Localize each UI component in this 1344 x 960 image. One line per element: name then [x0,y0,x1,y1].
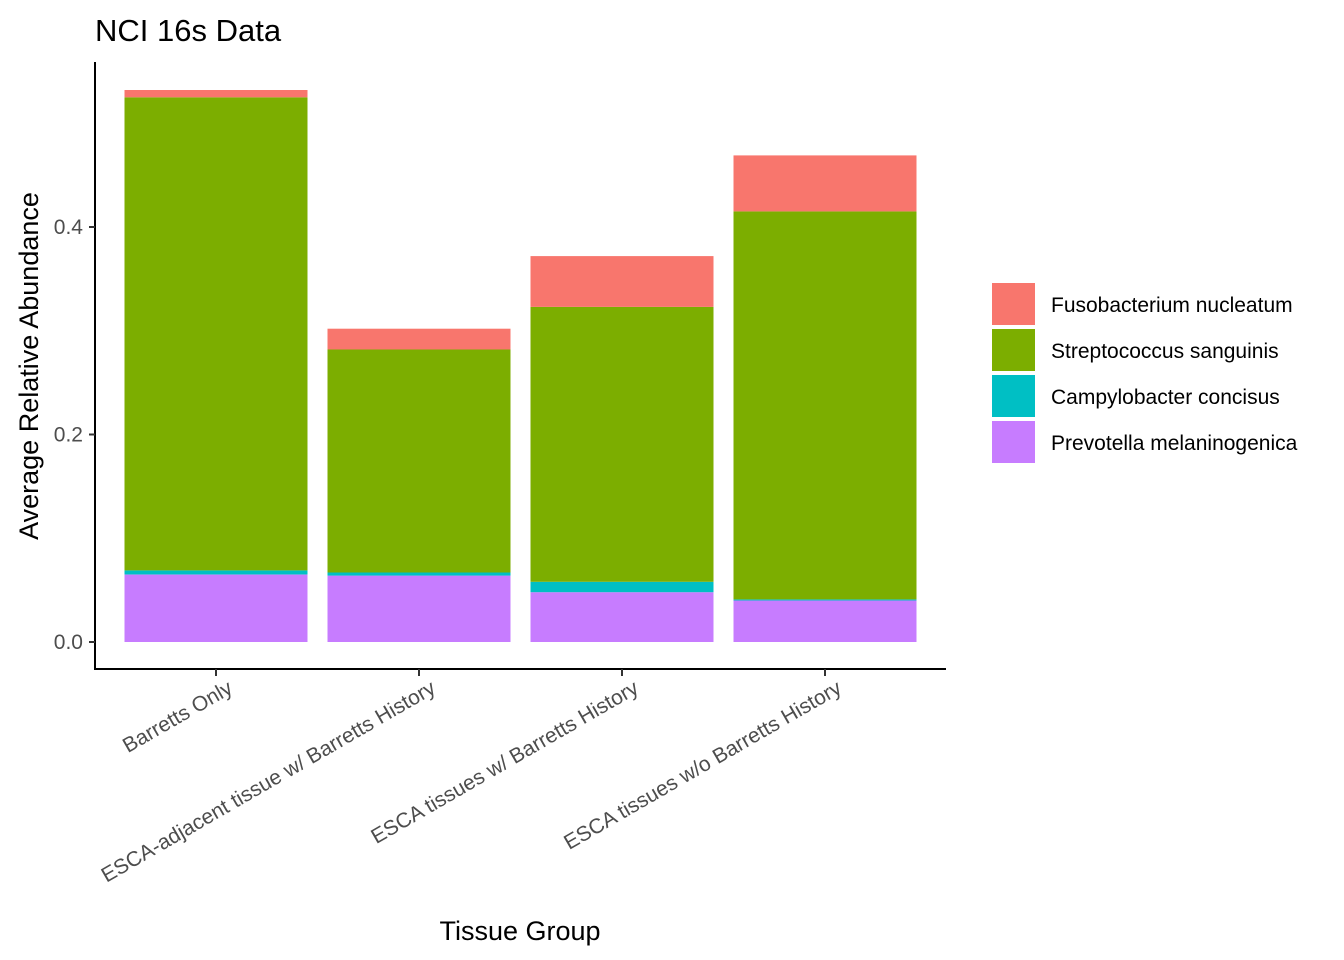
legend-label: Campylobacter concisus [1051,386,1280,409]
y-axis-ticks: 0.0 0.2 0.4 [54,216,95,654]
y-tick-label: 0.0 [54,631,83,654]
bar-segment-streptococcus-sanguinis-2 [530,306,714,582]
bar-segment-streptococcus-sanguinis-1 [327,349,511,573]
legend: Fusobacterium nucleatum Streptococcus san… [992,283,1298,463]
legend-label: Prevotella melaninogenica [1051,432,1298,455]
bar-segment-prevotella-melaninogenica-3 [733,600,917,642]
x-tick-label: ESCA-adjacent tissue w/ Barretts History [97,676,439,887]
plot-area [124,90,917,642]
bar-segment-fusobacterium-nucleatum-3 [733,155,917,212]
y-tick-label: 0.4 [54,216,84,239]
chart-title: NCI 16s Data [95,13,282,48]
bar-segment-prevotella-melaninogenica-1 [327,575,511,642]
legend-key-streptococcus-sanguinis [992,329,1035,371]
bar-segment-campylobacter-concisus-3 [733,599,917,601]
bar-segment-streptococcus-sanguinis-3 [733,211,917,600]
legend-key-fusobacterium-nucleatum [992,283,1035,325]
legend-key-prevotella-melaninogenica [992,421,1035,463]
bar-segment-campylobacter-concisus-1 [327,572,511,576]
bar-segment-fusobacterium-nucleatum-2 [530,256,714,307]
y-tick-label: 0.2 [54,424,83,447]
x-tick-label: Barretts Only [119,676,237,757]
x-axis-title: Tissue Group [439,916,600,946]
bar-segment-campylobacter-concisus-0 [124,570,308,575]
legend-label: Fusobacterium nucleatum [1051,294,1293,317]
legend-key-campylobacter-concisus [992,375,1035,417]
bar-segment-prevotella-melaninogenica-0 [124,574,308,642]
bar-segment-campylobacter-concisus-2 [530,581,714,593]
bar-segment-fusobacterium-nucleatum-0 [124,90,308,98]
y-axis-title: Average Relative Abundance [14,192,44,540]
bar-segment-prevotella-melaninogenica-2 [530,592,714,642]
bar-segment-streptococcus-sanguinis-0 [124,97,308,571]
bar-segment-fusobacterium-nucleatum-1 [327,328,511,350]
legend-label: Streptococcus sanguinis [1051,340,1279,363]
